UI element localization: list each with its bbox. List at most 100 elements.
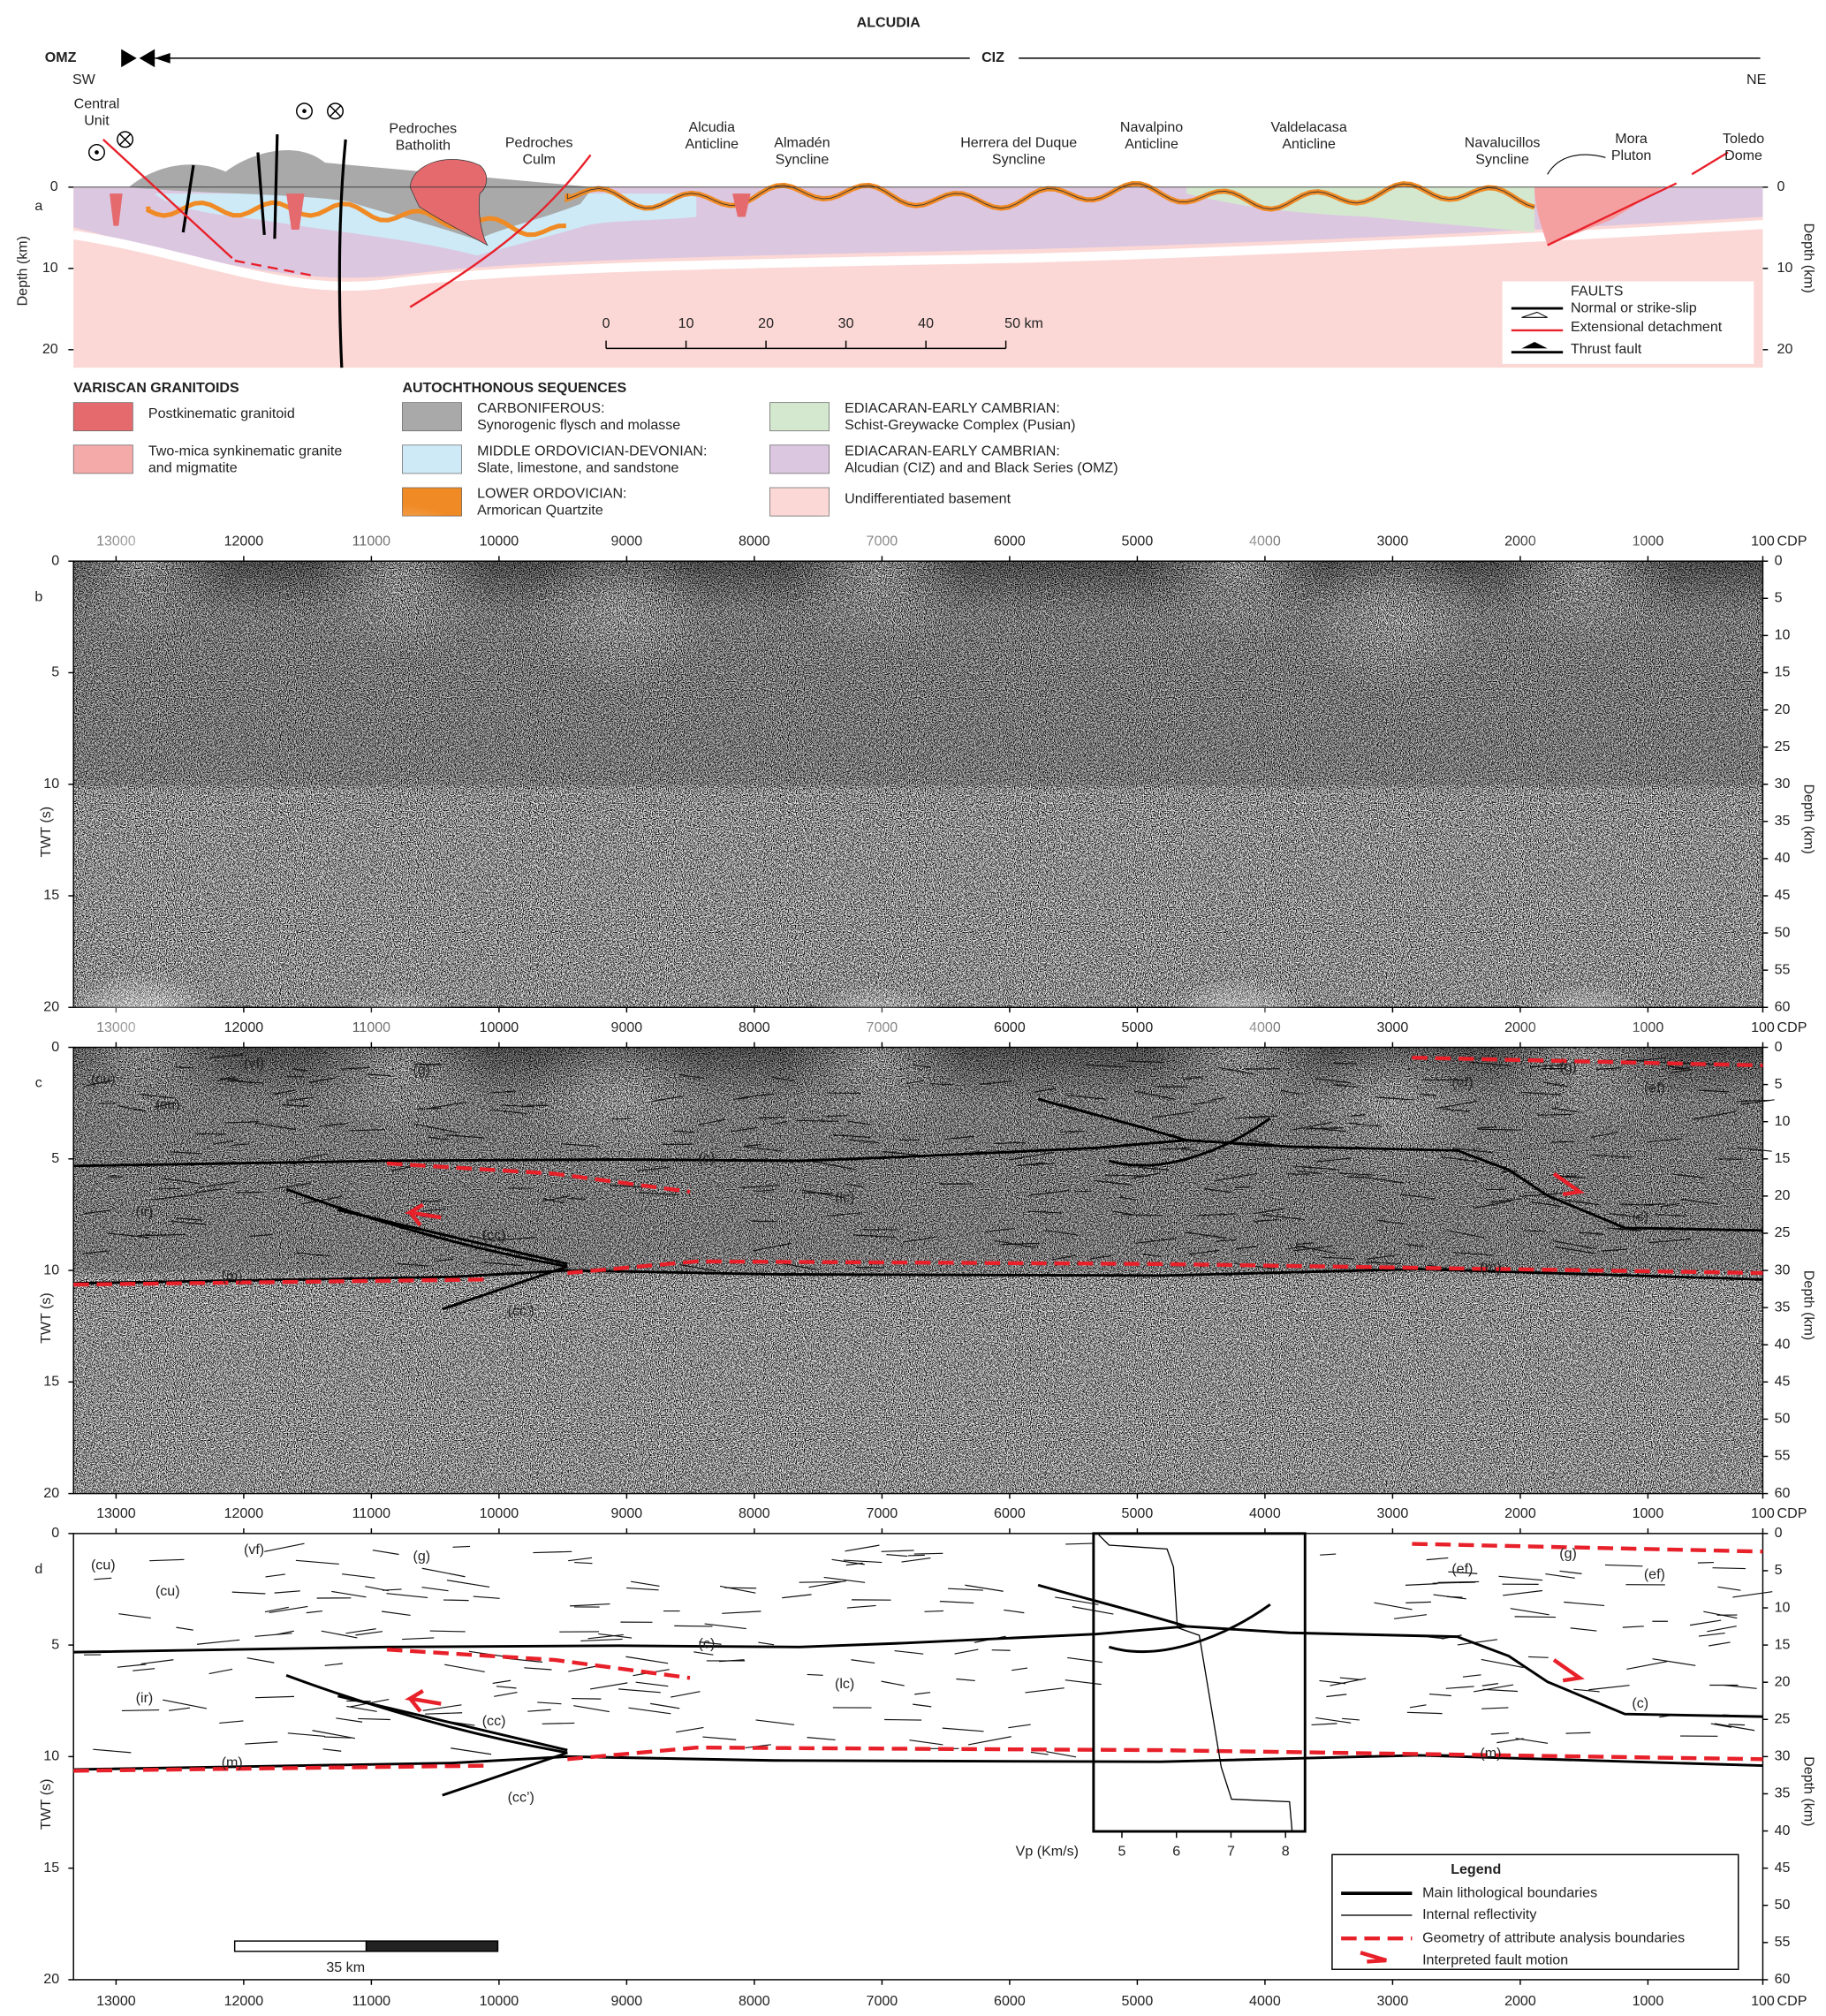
internal-reflector: [93, 1748, 132, 1754]
vp-tick-label: 8: [1282, 1844, 1290, 1860]
cdp-tick-label: 11000: [352, 1505, 391, 1521]
internal-reflector: [802, 1189, 844, 1199]
internal-reflector: [1680, 1199, 1718, 1205]
interpretation-label: (g): [413, 1062, 431, 1078]
internal-reflector: [1320, 1553, 1337, 1556]
depth-tick-label: 60: [1775, 1485, 1791, 1501]
place-name: Pedroches: [389, 120, 457, 136]
internal-reflector: [224, 1077, 253, 1084]
internal-reflector: [1152, 1110, 1195, 1118]
legend-swatch: [402, 402, 462, 432]
internal-reflector: [175, 1066, 193, 1069]
axis-label: Depth (km): [1800, 1270, 1816, 1340]
internal-reflector: [84, 1209, 111, 1215]
twt-tick-label: 15: [43, 1860, 59, 1876]
place-name: Syncline: [1475, 151, 1529, 167]
internal-reflector: [451, 1747, 492, 1755]
attribute-boundary: [386, 1648, 691, 1680]
internal-reflector: [598, 1633, 633, 1639]
internal-reflector: [425, 1712, 463, 1715]
depth-tick-label: 20: [1777, 341, 1793, 357]
lithological-boundary: [442, 1751, 568, 1797]
place-name: Alcudia: [688, 119, 735, 135]
internal-reflector: [162, 1178, 201, 1185]
depth-tick-label: 50: [1775, 924, 1791, 940]
depth-tick-label: 35: [1775, 1785, 1791, 1801]
panel: [68, 1528, 1769, 1985]
interpretation-label: (lc): [835, 1676, 854, 1692]
place-name: Batholith: [396, 137, 451, 153]
internal-reflector: [929, 1083, 952, 1086]
internal-reflector: [1216, 1239, 1238, 1242]
internal-reflector: [1432, 1581, 1476, 1584]
internal-reflector: [740, 1185, 780, 1188]
internal-reflector: [382, 1611, 411, 1616]
internal-reflector: [1514, 1616, 1557, 1618]
internal-reflector: [1252, 1208, 1285, 1215]
vp-tick-label: 7: [1227, 1844, 1235, 1860]
internal-reflector: [808, 1580, 846, 1588]
cdp-label: CDP: [1777, 1505, 1807, 1521]
detachment-band: [72, 220, 1763, 292]
internal-reflector: [1503, 1589, 1543, 1596]
internal-reflector: [1085, 1064, 1127, 1068]
internal-reflector: [570, 1603, 610, 1607]
internal-reflector: [341, 1066, 371, 1070]
interpretation-label: (c): [699, 1149, 716, 1165]
cdp-tick-label: 8000: [739, 1019, 770, 1035]
internal-reflector: [807, 1737, 836, 1740]
internal-reflector: [107, 1232, 149, 1239]
cdp-tick-label: 10000: [480, 1505, 519, 1521]
internal-reflector: [231, 1591, 266, 1595]
fault-symbol: [1521, 342, 1548, 349]
cdp-tick-label: 10000: [480, 1993, 519, 2009]
internal-reflector: [501, 1104, 534, 1108]
internal-reflector: [771, 1076, 794, 1082]
internal-reflector: [671, 1691, 701, 1698]
place-name: Herrera del Duque: [960, 134, 1077, 150]
internal-reflector: [731, 1126, 759, 1133]
cdp-tick-label: 10000: [480, 1019, 519, 1035]
internal-reflector: [567, 1198, 587, 1200]
internal-reflector: [1034, 1088, 1056, 1093]
place-name: Almadén: [774, 134, 830, 150]
legend-label: Slate, limestone, and sandstone: [477, 459, 678, 475]
scale-label: 50 km: [1004, 315, 1043, 331]
internal-reflector: [1528, 1656, 1549, 1658]
internal-reflector: [176, 1217, 202, 1221]
internal-reflector: [301, 1195, 343, 1205]
internal-reflector: [823, 1576, 866, 1583]
internal-reflector: [1606, 1227, 1640, 1232]
twt-tick-label: 5: [51, 1150, 59, 1166]
interpretation-label: (cc): [482, 1227, 506, 1243]
internal-reflector: [255, 1122, 296, 1131]
depth-tick-label: 15: [1775, 1150, 1791, 1166]
internal-reflector: [358, 1717, 390, 1721]
internal-reflector: [782, 1594, 812, 1599]
panel: [51, 483, 1769, 1013]
internal-reflector: [1652, 1658, 1696, 1666]
internal-reflector: [1737, 1147, 1772, 1152]
legend-title: VARISCAN GRANITOIDS: [73, 380, 239, 396]
lithological-boundary: [73, 1625, 1763, 1718]
internal-reflector: [1441, 1156, 1480, 1163]
interpretation: [73, 1054, 1775, 1311]
cdp-tick-label: 5000: [1122, 1993, 1154, 2009]
internal-reflector: [1375, 1096, 1414, 1101]
internal-reflector: [1570, 1627, 1597, 1632]
internal-reflector: [939, 1601, 974, 1604]
legend-label: CARBONIFEROUS:: [477, 400, 604, 416]
scale-label: 30: [838, 315, 854, 331]
cdp-tick-label: 6000: [994, 1993, 1026, 2009]
internal-reflector: [198, 1180, 239, 1188]
internal-reflector: [435, 1258, 454, 1262]
place-name: Mora: [1615, 131, 1648, 147]
internal-reflector: [295, 1252, 330, 1257]
legend-label: and migmatite: [148, 459, 238, 475]
internal-reflector: [428, 1136, 448, 1141]
internal-reflector: [1316, 1157, 1352, 1163]
internal-reflector: [1482, 1688, 1519, 1693]
internal-reflector: [1004, 1609, 1025, 1614]
motion-symbol: [95, 150, 99, 155]
twt-tick-label: 20: [43, 1971, 59, 1987]
